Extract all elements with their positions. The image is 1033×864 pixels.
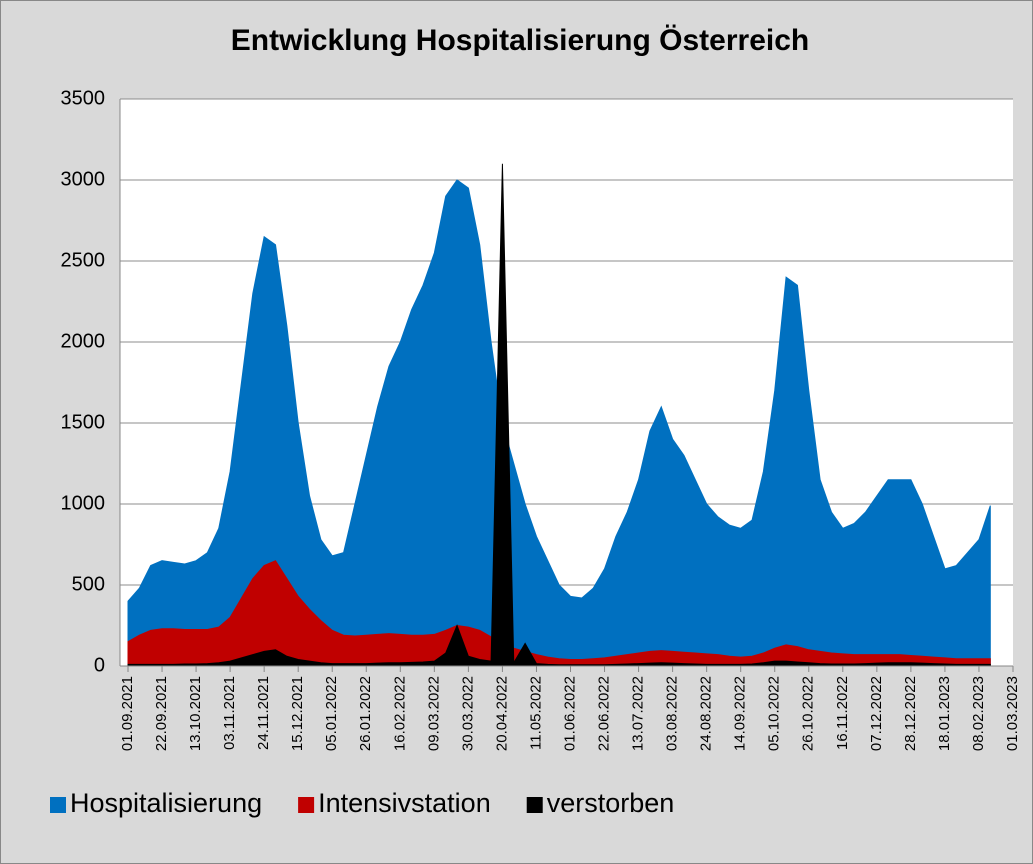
x-tick-label: 13.10.2021 <box>187 676 204 751</box>
x-tick-label: 22.09.2021 <box>153 676 170 751</box>
x-tick-label: 09.03.2022 <box>425 676 442 751</box>
x-tick-label: 01.09.2021 <box>119 676 136 751</box>
legend-swatch <box>298 797 315 813</box>
y-tick-label: 500 <box>72 573 105 595</box>
x-tick-label: 03.08.2022 <box>664 676 681 751</box>
x-tick-label: 15.12.2021 <box>289 676 306 751</box>
x-tick-label: 05.10.2022 <box>766 676 783 751</box>
x-tick-label: 03.11.2021 <box>221 676 238 750</box>
x-tick-label: 30.03.2022 <box>459 676 476 751</box>
legend-swatch <box>50 797 66 813</box>
x-tick-label: 22.06.2022 <box>596 676 613 751</box>
x-tick-label: 08.02.2023 <box>970 676 987 751</box>
chart-title: Entwicklung Hospitalisierung Österreich <box>231 24 809 57</box>
y-tick-label: 1500 <box>61 411 106 433</box>
y-tick-label: 0 <box>94 654 105 676</box>
legend-label: Intensivstation <box>318 788 491 818</box>
area <box>127 179 991 667</box>
x-tick-label: 16.11.2022 <box>834 676 851 750</box>
x-tick-label: 13.07.2022 <box>630 676 647 751</box>
y-tick-label: 2000 <box>61 330 106 352</box>
x-tick-label: 16.02.2022 <box>391 676 408 751</box>
area <box>127 163 991 667</box>
x-tick-label: 20.04.2022 <box>493 676 510 751</box>
x-tick-label: 18.01.2023 <box>936 676 953 751</box>
x-tick-label: 26.01.2022 <box>357 676 374 751</box>
x-tick-label: 01.06.2022 <box>561 676 578 751</box>
legend-label: Hospitalisierung <box>70 788 262 818</box>
x-tick-label: 24.11.2021 <box>255 676 272 750</box>
legend-swatch <box>526 797 543 813</box>
x-tick-label: 01.03.2023 <box>1004 676 1021 751</box>
area <box>127 560 991 667</box>
y-tick-label: 1000 <box>61 492 106 514</box>
x-tick-label: 26.10.2022 <box>800 676 817 751</box>
legend: Hospitalisierung Intensivstation verstorbe… <box>50 788 674 818</box>
legend-label: verstorben <box>547 788 675 818</box>
x-tick-label: 05.01.2022 <box>323 676 340 751</box>
y-tick-label: 2500 <box>61 249 106 271</box>
areas <box>127 163 991 667</box>
x-tick-label: 07.12.2022 <box>868 676 885 751</box>
x-tick-label: 28.12.2022 <box>902 676 919 751</box>
axes: 0 500 1000 1500 2000 2500 3000 3500 01.09.2021 22… <box>61 87 1021 751</box>
x-tick-label: 24.08.2022 <box>698 676 715 751</box>
y-tick-label: 3000 <box>61 168 106 190</box>
x-tick-label: 14.09.2022 <box>732 676 749 751</box>
y-tick-label: 3500 <box>61 87 106 109</box>
x-tick-label: 11.05.2022 <box>527 676 544 750</box>
